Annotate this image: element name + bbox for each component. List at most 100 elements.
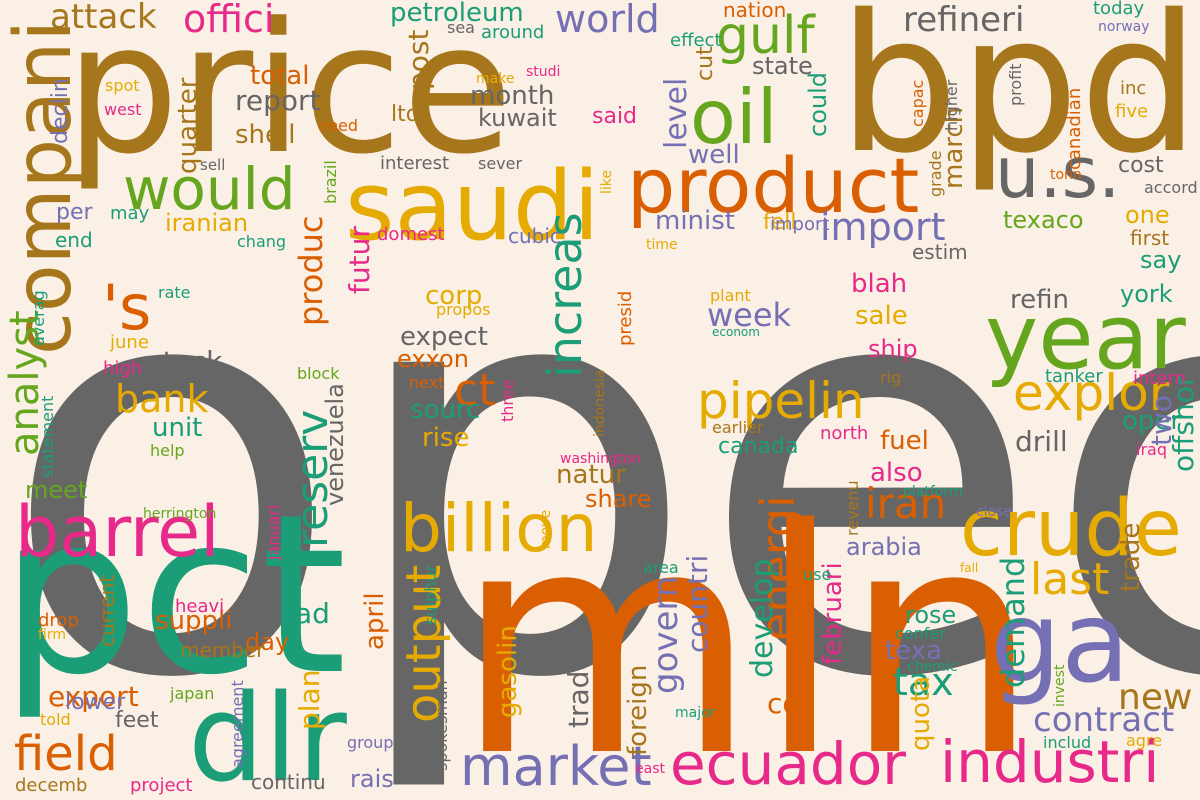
cloud-word: co — [767, 687, 800, 720]
cloud-word: major — [675, 705, 716, 721]
cloud-word: revenu — [843, 480, 862, 536]
cloud-word: intern — [1133, 368, 1187, 389]
cloud-word: spot — [105, 76, 140, 95]
cloud-word: iran — [865, 479, 947, 528]
cloud-word: gasolin — [493, 625, 523, 718]
cloud-word: develop — [745, 558, 780, 678]
cloud-word: tax — [893, 660, 954, 704]
cloud-word: east — [635, 761, 665, 777]
cloud-word: iranian — [165, 209, 249, 237]
cloud-word: contract — [1033, 700, 1175, 740]
cloud-word: barrel — [15, 491, 220, 573]
cloud-word: herrington — [143, 506, 217, 522]
cloud-word: quarter — [173, 77, 203, 174]
cloud-word: move — [538, 509, 554, 549]
cloud-word: inc — [1120, 78, 1147, 99]
cloud-word: export — [48, 680, 139, 713]
cloud-word: week — [707, 296, 792, 334]
cloud-word: sale — [855, 301, 908, 331]
cloud-word: propos — [436, 300, 491, 319]
cloud-word: capac — [908, 79, 927, 127]
cloud-word: price — [65, 0, 513, 194]
cloud-word: april — [360, 592, 390, 650]
cloud-word: sourc — [410, 395, 481, 425]
cloud-word: suppli — [155, 606, 233, 636]
cloud-word: declin — [48, 78, 73, 144]
cloud-word: west — [104, 100, 142, 119]
cloud-word: demand — [994, 556, 1032, 688]
cloud-word: level — [659, 77, 694, 149]
cloud-word: north — [820, 423, 869, 444]
cloud-word: total — [250, 61, 310, 91]
cloud-word: crude — [960, 484, 1182, 574]
cloud-word: corp — [425, 281, 483, 311]
cloud-word: natur — [556, 460, 626, 490]
cloud-word: refin — [1010, 285, 1069, 315]
cloud-word: studi — [526, 64, 561, 80]
cloud-word: york — [1120, 280, 1173, 308]
cloud-word: fuel — [880, 426, 929, 456]
cloud-word: kuwait — [478, 104, 557, 132]
cloud-word: high — [103, 358, 143, 379]
cloud-word: sell — [200, 156, 226, 174]
cloud-word: effect — [670, 30, 722, 51]
cloud-word: state — [752, 52, 813, 80]
cloud-word: canada — [718, 434, 799, 459]
cloud-word: quota — [906, 675, 936, 751]
cloud-word: domest — [377, 224, 445, 245]
cloud-word: explor — [1013, 364, 1170, 422]
cloud-word: decemb — [15, 775, 88, 796]
cloud-word: petroleum — [390, 0, 524, 28]
cloud-word: ship — [868, 335, 918, 363]
cloud-word: unit — [152, 413, 203, 443]
cloud-word: countri — [681, 554, 714, 653]
cloud-word: minist — [655, 206, 735, 236]
cloud-word: rais — [350, 765, 394, 793]
cloud-word: gulf — [716, 6, 815, 66]
cloud-word: tonn — [1050, 167, 1082, 183]
cloud-word: block — [297, 364, 340, 383]
cloud-word: ad — [295, 597, 330, 630]
cloud-word: end — [55, 228, 93, 252]
cloud-word: make — [476, 71, 515, 87]
cloud-word: meet — [25, 476, 88, 504]
cloud-word: month — [470, 81, 555, 111]
cloud-word: use — [803, 565, 832, 584]
cloud-word: around — [481, 22, 545, 43]
cloud-word: bpd — [838, 0, 1200, 195]
cloud-word: texa — [885, 636, 943, 666]
cloud-word: agreement — [228, 680, 247, 768]
cloud-word: agre — [1126, 731, 1163, 750]
cloud-word: pipelin — [697, 372, 865, 430]
cloud-word: group — [347, 733, 394, 752]
cloud-word: oper — [1122, 406, 1182, 436]
cloud-word: lower — [65, 690, 126, 715]
cloud-word: profit — [1006, 63, 1025, 106]
cloud-word: drill — [1015, 425, 1068, 458]
cloud-word: ct — [454, 365, 496, 416]
cloud-word: field — [14, 726, 118, 782]
cloud-word: japan — [170, 684, 215, 703]
cloud-word: ltd — [391, 102, 420, 127]
cloud-word: product — [627, 141, 920, 230]
cloud-word: first — [1130, 226, 1170, 250]
cloud-word: plant — [710, 286, 751, 305]
cloud-word: sever — [478, 154, 523, 173]
cloud-word: post — [402, 29, 435, 90]
cloud-word: market — [460, 735, 652, 798]
cloud-word: canadian — [1064, 87, 1085, 170]
cloud-word: estim — [912, 240, 968, 264]
cloud-word: per — [56, 200, 93, 225]
cloud-word: rose — [905, 601, 957, 629]
cloud-word: januari — [264, 504, 283, 560]
cloud-word: arabia — [846, 533, 922, 561]
cloud-word: tanker — [1045, 366, 1103, 387]
cloud-word: saudi — [345, 152, 600, 262]
cloud-word: well — [688, 140, 740, 170]
cloud-word: exxon — [397, 345, 469, 373]
cloud-word: heavi — [175, 596, 225, 617]
cloud-word: plan — [293, 669, 326, 730]
cloud-word: drop — [38, 610, 79, 631]
cloud-word: three — [498, 379, 517, 422]
